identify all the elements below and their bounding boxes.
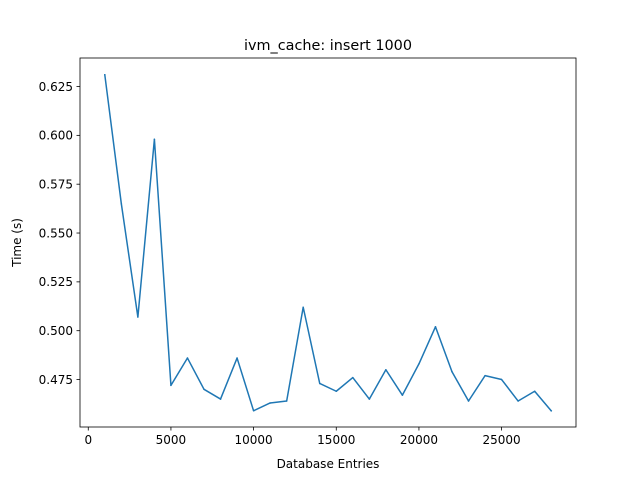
data-point — [550, 410, 552, 412]
data-point — [186, 357, 189, 359]
x-axis-label: Database Entries — [277, 457, 380, 471]
data-point — [434, 326, 437, 328]
series-group — [103, 73, 553, 412]
y-axis-ticks: 0.475 0.500 0.525 0.550 0.575 0.600 0.625 — [39, 80, 80, 387]
data-point — [484, 374, 486, 377]
chart-title: ivm_cache: insert 1000 — [244, 38, 412, 54]
x-tick-label: 10000 — [235, 433, 273, 447]
y-tick-label: 0.550 — [39, 226, 73, 240]
data-point — [368, 398, 371, 400]
y-tick-label: 0.500 — [39, 324, 73, 338]
x-tick-label: 25000 — [483, 433, 521, 447]
plot-area — [80, 58, 576, 427]
x-tick-label: 0 — [84, 433, 92, 447]
x-tick-label: 15000 — [317, 433, 355, 447]
y-axis-label: Time (s) — [10, 218, 24, 268]
data-point — [104, 74, 106, 76]
data-point — [252, 410, 255, 412]
data-point — [451, 370, 453, 373]
y-tick-label: 0.600 — [39, 129, 73, 143]
data-point — [153, 138, 156, 141]
data-point — [203, 388, 205, 391]
x-tick-label: 20000 — [400, 433, 438, 447]
x-tick-label: 5000 — [156, 433, 187, 447]
data-point — [352, 376, 354, 379]
data-point — [385, 369, 387, 371]
data-point — [285, 400, 288, 402]
data-point — [335, 390, 338, 392]
y-tick-label: 0.575 — [39, 177, 73, 191]
data-point — [467, 400, 470, 402]
data-point — [236, 357, 238, 359]
data-point — [219, 398, 222, 400]
data-point — [401, 394, 404, 396]
y-tick-label: 0.525 — [39, 275, 73, 289]
data-point — [533, 390, 536, 392]
series-line — [103, 73, 553, 412]
data-point — [120, 202, 123, 205]
data-point — [302, 306, 304, 309]
data-point — [500, 378, 503, 381]
data-point — [170, 384, 172, 387]
data-point — [137, 316, 139, 318]
y-tick-label: 0.475 — [39, 373, 73, 387]
data-point — [269, 402, 271, 404]
data-point — [418, 363, 420, 365]
data-point — [517, 400, 519, 402]
data-point — [318, 382, 321, 385]
plot-frame — [79, 57, 577, 428]
x-axis-ticks: 0 5000 10000 15000 20000 25000 — [84, 427, 521, 447]
y-tick-label: 0.625 — [39, 80, 73, 94]
